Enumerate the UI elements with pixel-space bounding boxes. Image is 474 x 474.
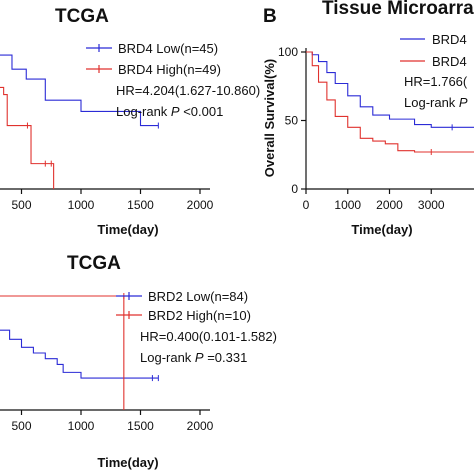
panel-a-legend: BRD4 Low(n=45) BRD4 High(n=49) [86, 41, 221, 77]
legend-label-brd4-low: BRD4 Low(n=45) [118, 41, 218, 56]
panel-b-title: Tissue Microarray [322, 0, 474, 19]
x-tick-label-1-0: 0 [303, 198, 310, 212]
series-line-0-0 [0, 54, 159, 127]
panel-b-hr: HR=1.766( [404, 74, 468, 89]
y-tick-label-1-0: 0 [291, 182, 298, 196]
panel-c-x-label: Time(day) [97, 455, 158, 470]
panel-c-series [0, 293, 159, 410]
x-tick-label-1-3: 3000 [418, 198, 445, 212]
legend-label-brd2-high: BRD2 High(n=10) [148, 308, 251, 323]
panel-c-tcga-brd2: TCGA 500 1000 1500 2000 Time(day) BRD2 Low(… [0, 253, 277, 470]
x-tick-label-1-1: 1000 [334, 198, 361, 212]
panel-b-x-ticks: 0 1000 2000 3000 [303, 189, 445, 212]
x-tick-label-1-2: 2000 [376, 198, 403, 212]
legend-label-b-blue: BRD4 [432, 32, 467, 47]
panel-b-x-label: Time(day) [351, 222, 412, 237]
panel-c-hr: HR=0.400(0.101-1.582) [140, 329, 277, 344]
legend-label-brd4-high: BRD4 High(n=49) [118, 62, 221, 77]
y-tick-label-1-2: 100 [278, 45, 298, 59]
panel-b-series [306, 51, 474, 156]
panel-c-title: TCGA [67, 253, 121, 274]
panel-a-hr: HR=4.204(1.627-10.860) [116, 83, 260, 98]
x-tick-label-2-2: 1500 [127, 419, 154, 433]
legend-label-brd2-low: BRD2 Low(n=84) [148, 289, 248, 304]
x-tick-label-0-0: 500 [11, 198, 31, 212]
panel-a-x-label: Time(day) [97, 222, 158, 237]
x-tick-label-2-1: 1000 [68, 419, 95, 433]
panel-a-tcga-brd4: TCGA 500 1000 1500 2000 Time(day) BRD4 Low(… [0, 6, 260, 237]
panel-b-y-ticks: 0 50 100 [278, 45, 306, 196]
panel-b-tissue-microarray: B Tissue Microarray 0 50 100 0 1000 2000 3000… [262, 0, 474, 237]
panel-c-x-ticks: 500 1000 1500 2000 [11, 410, 214, 433]
series-line-0-1 [0, 86, 55, 189]
x-tick-label-0-1: 1000 [68, 198, 95, 212]
panel-b-legend: BRD4 BRD4 [400, 32, 467, 69]
series-line-2-0 [0, 329, 159, 379]
panel-a-logrank: Log-rank P <0.001 [116, 104, 223, 119]
x-tick-label-2-0: 500 [11, 419, 31, 433]
panel-a-title: TCGA [55, 6, 109, 27]
y-tick-label-1-1: 50 [285, 114, 299, 128]
x-tick-label-0-2: 1500 [127, 198, 154, 212]
series-line-2-1 [0, 295, 125, 410]
series-line-1-1 [306, 51, 474, 153]
x-tick-label-0-3: 2000 [187, 198, 214, 212]
panel-a-series [0, 54, 159, 189]
legend-label-b-red: BRD4 [432, 54, 467, 69]
panel-c-legend: BRD2 Low(n=84) BRD2 High(n=10) [116, 289, 251, 323]
x-tick-label-2-3: 2000 [187, 419, 214, 433]
panel-a-x-ticks: 500 1000 1500 2000 [11, 189, 214, 212]
panel-b-letter: B [263, 6, 277, 27]
series-line-1-0 [306, 51, 474, 128]
panel-b-logrank: Log-rank P [404, 95, 468, 110]
panel-c-logrank: Log-rank P =0.331 [140, 350, 247, 365]
panel-b-y-label: Overall Survival(%) [262, 59, 277, 178]
